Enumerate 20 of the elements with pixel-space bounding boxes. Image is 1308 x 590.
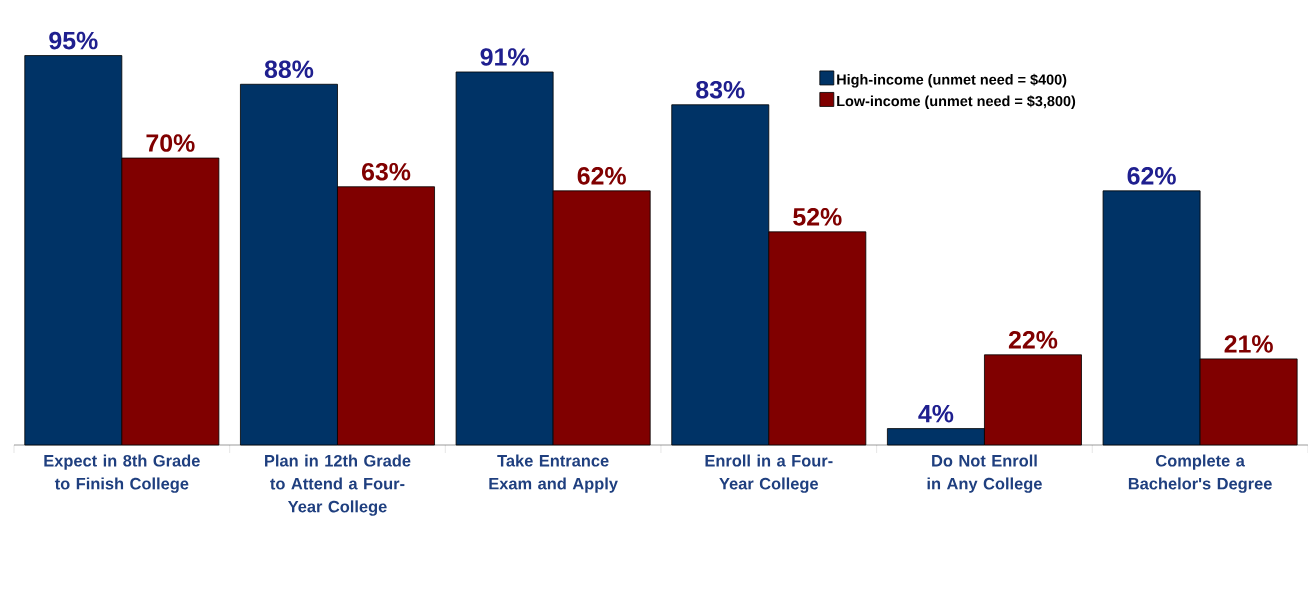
x-tick-label: Expect in 8th Grade to Finish College: [44, 454, 200, 493]
x-tick-label: Take Entrance Exam and Apply: [489, 454, 618, 493]
data-label: 21%: [1224, 335, 1273, 353]
data-label: 62%: [1127, 167, 1176, 185]
data-label: 95%: [49, 31, 98, 50]
data-label: 91%: [480, 48, 529, 66]
data-label: 62%: [577, 167, 626, 185]
data-label: 70%: [146, 134, 195, 152]
data-label: 4%: [918, 404, 954, 423]
x-tick-label: Plan in 12th Grade to Attend a Four-Year College: [265, 454, 411, 516]
data-label: 83%: [696, 80, 745, 99]
legend-label: High-income (unmet need = $400): [837, 73, 1067, 88]
data-label: 52%: [793, 208, 842, 226]
legend-label: Low-income (unmet need = $3,800): [837, 95, 1076, 110]
x-tick-label: Complete a Bachelor's Degree: [1128, 454, 1272, 493]
data-label: 63%: [361, 162, 411, 181]
data-label: 88%: [264, 60, 314, 79]
x-tick-label: Do Not Enroll in Any College: [927, 454, 1042, 493]
x-tick-label: Enroll in a Four-Year College: [705, 454, 833, 493]
data-label: 22%: [1008, 331, 1058, 349]
